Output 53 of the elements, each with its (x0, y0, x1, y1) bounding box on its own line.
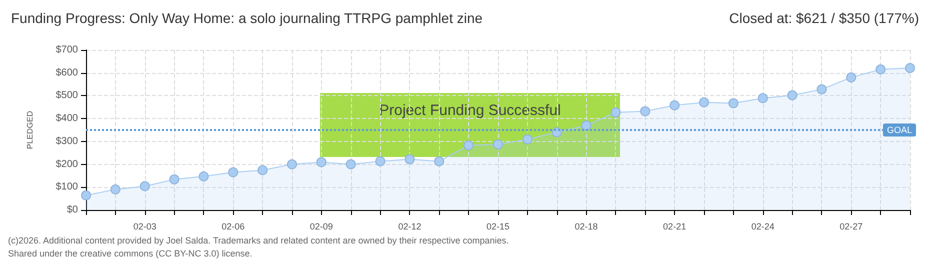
y-axis-title: PLEDGED (26, 110, 34, 150)
point (258, 165, 268, 176)
point (140, 181, 150, 192)
point (787, 90, 798, 100)
point (346, 159, 356, 170)
point (905, 63, 915, 74)
y-tick-label: $700 (56, 44, 78, 56)
chart-subtitle: Closed at: $621 / $350 (177%) (729, 10, 920, 26)
point (640, 106, 650, 116)
x-tick-label: 02-15 (486, 222, 510, 232)
x-tick-label: 02-09 (310, 222, 333, 232)
point (699, 97, 709, 108)
point (581, 120, 592, 130)
point (876, 64, 886, 74)
point (758, 93, 768, 104)
point (169, 174, 180, 184)
x-tick-label: 02-03 (133, 222, 156, 232)
point (728, 98, 738, 108)
point (816, 84, 827, 94)
x-tick-label: 02-27 (840, 222, 863, 232)
y-tick-label: $600 (56, 67, 78, 78)
x-tick-label: 02-18 (574, 222, 598, 232)
point (198, 171, 209, 182)
x-tick-label: 02-06 (222, 222, 245, 232)
y-tick-label: $200 (56, 158, 78, 170)
point (846, 72, 856, 82)
point (434, 156, 444, 166)
point (316, 157, 326, 168)
y-tick-label: $400 (56, 113, 78, 124)
text: Shared under the creative commons (CC BY-NC 3.0) license. (8, 248, 252, 258)
ref-line-label: GOAL (886, 125, 912, 135)
point (404, 154, 415, 164)
point (81, 190, 91, 200)
annotation: Project Funding Successful (378, 102, 562, 119)
y-tick-label: $0 (66, 204, 78, 216)
y-tick-label: $500 (56, 90, 78, 102)
point (493, 139, 503, 150)
y-tick-label: $300 (56, 136, 78, 147)
point (228, 167, 238, 178)
chart-title: Funding Progress: Only Way Home: a solo journaling TTRPG pamphlet zine (11, 10, 483, 26)
y-tick-label: $100 (56, 182, 78, 193)
point (110, 184, 120, 194)
x-tick-label: 02-12 (398, 222, 422, 232)
point (375, 156, 386, 166)
point (464, 140, 474, 150)
point (522, 134, 532, 144)
banner: Project Funding Successful (320, 93, 620, 157)
x-tick-label: 02-24 (751, 222, 774, 232)
point (287, 159, 297, 170)
text: (c)2026. Additional content provided by Joel Salda. Trademarks and related content are owned by their respective companies. (8, 236, 509, 246)
point (670, 100, 680, 110)
x-tick-label: 02-21 (663, 222, 686, 232)
point (610, 107, 621, 118)
